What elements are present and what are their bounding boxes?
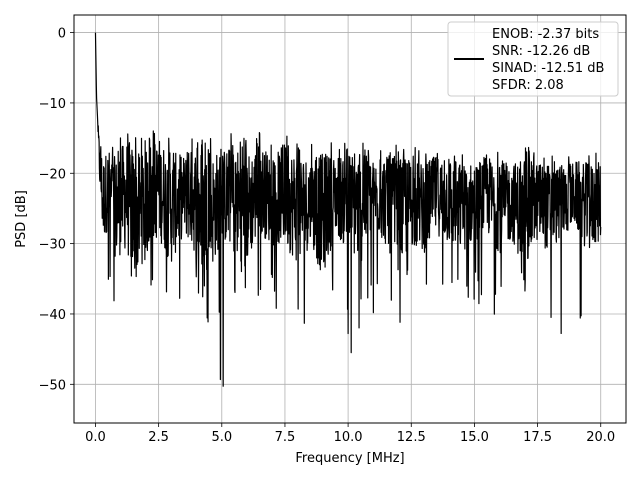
tick-layer: 0.0 2.5 5.0 7.5 10.0 12.5 15.0 17.5 20.0 0 −10 −20 −… (39, 27, 616, 445)
x-tick-label: 5.0 (211, 430, 232, 445)
y-tick-label: 0 (58, 27, 66, 42)
axes-frame (73, 14, 627, 424)
x-tick-label: 0.0 (85, 430, 106, 445)
legend-enob: ENOB: -2.37 bits (492, 27, 599, 42)
x-axis-label: Frequency [MHz] (295, 451, 404, 466)
x-tick-label: 12.5 (397, 430, 426, 445)
y-tick-label: −20 (39, 167, 66, 182)
legend-sinad: SINAD: -12.51 dB (492, 61, 604, 76)
legend: ENOB: -2.37 bits SNR: -12.26 dB SINAD: -… (447, 21, 619, 97)
x-tick-label: 15.0 (460, 430, 489, 445)
x-tick-label: 7.5 (275, 430, 296, 445)
legend-snr: SNR: -12.26 dB (492, 44, 590, 59)
x-tick-label: 10.0 (334, 430, 363, 445)
psd-series-line (94, 32, 602, 387)
legend-box (447, 21, 619, 97)
legend-sfdr: SFDR: 2.08 (492, 78, 564, 93)
x-tick-label: 20.0 (586, 430, 615, 445)
y-axis-label: PSD [dB] (14, 190, 29, 248)
y-tick-label: −10 (39, 97, 66, 112)
y-tick-label: −50 (39, 378, 66, 393)
y-tick-label: −30 (39, 238, 66, 253)
x-tick-label: 2.5 (148, 430, 169, 445)
y-tick-label: −40 (39, 308, 66, 323)
plot-layer (94, 32, 602, 387)
x-tick-label: 17.5 (523, 430, 552, 445)
